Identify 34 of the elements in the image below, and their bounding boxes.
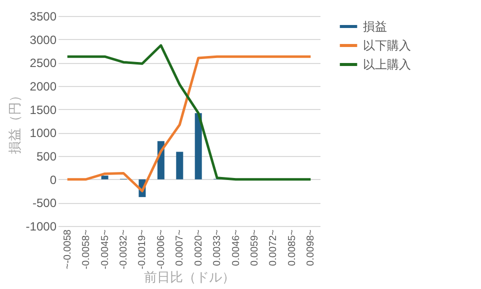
y-tick-label: 0 <box>50 172 57 187</box>
x-tick-label: -0.0045~ <box>100 229 111 270</box>
line-series <box>66 55 312 192</box>
line-series <box>66 44 312 181</box>
x-tick-label: 0.0020~ <box>193 229 204 266</box>
x-axis-title: 前日比（ドル） <box>144 269 235 284</box>
legend-label: 損益 <box>363 20 387 34</box>
x-tick-label: 0.0046~ <box>230 229 242 266</box>
y-tick-label: 3000 <box>30 32 57 47</box>
x-tick-label: 0.0033~ <box>212 229 224 266</box>
y-tick-label: 2000 <box>30 80 57 94</box>
x-tick-label: -0.0019~ <box>137 229 148 270</box>
x-tick-label: 0.0085~ <box>286 229 298 266</box>
x-tick-label: -0.0006~ <box>156 229 167 270</box>
bar <box>194 113 202 180</box>
y-tick-label: 2500 <box>30 56 57 70</box>
legend-label: 以下購入 <box>363 38 411 52</box>
legend-label: 以上購入 <box>363 58 411 72</box>
x-tick-label: 0.0098~ <box>306 229 317 266</box>
y-axis-title: 損益（円） <box>6 89 22 154</box>
bar <box>101 176 108 180</box>
x-tick-label: -0.0032~ <box>118 229 130 270</box>
y-tick-label: -500 <box>32 196 57 210</box>
y-tick-label: 1500 <box>30 102 57 117</box>
x-tick-label: 0.0007~ <box>174 229 186 266</box>
y-tick-label: 3500 <box>30 10 57 24</box>
x-tick-label: ~-0.0058 <box>62 229 74 270</box>
y-tick-label: -1000 <box>26 220 57 234</box>
y-tick-label: 500 <box>36 150 57 164</box>
bar <box>176 152 184 180</box>
x-tick-label: -0.0058~ <box>81 229 92 270</box>
x-tick-label: 0.0059~ <box>250 229 260 266</box>
y-tick-label: 1000 <box>30 126 57 140</box>
x-tick-label: 0.0072~ <box>268 229 280 266</box>
